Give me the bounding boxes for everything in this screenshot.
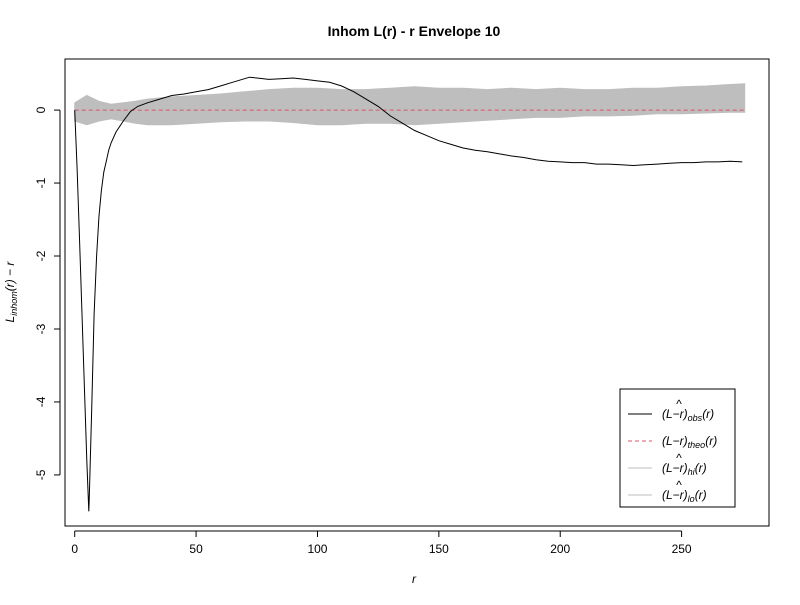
x-tick-label: 250 bbox=[672, 542, 692, 556]
x-tick-label: 100 bbox=[307, 542, 327, 556]
y-tick-label: -3 bbox=[34, 323, 48, 334]
legend-label-hi: (L−r)hi(r) bbox=[662, 461, 707, 477]
x-tick-label: 150 bbox=[429, 542, 449, 556]
legend-box bbox=[619, 388, 736, 508]
x-axis: 0 50 100 150 200 250 bbox=[71, 530, 692, 556]
chart-title: Inhom L(r) - r Envelope 10 bbox=[328, 23, 501, 39]
legend-label-lo: (L−r)lo(r) bbox=[662, 488, 707, 504]
x-tick-label: 0 bbox=[71, 542, 78, 556]
y-label-main: L bbox=[3, 316, 17, 323]
legend-label-obs: (L−r)obs(r) bbox=[662, 407, 714, 423]
legend-hat-hi: ^ bbox=[676, 451, 682, 465]
x-tick-label: 50 bbox=[189, 542, 203, 556]
plot-area bbox=[74, 76, 746, 512]
svg-text:Linhom(r) − r: Linhom(r) − r bbox=[3, 261, 19, 323]
legend-hat-lo: ^ bbox=[676, 478, 682, 492]
y-tick-label: -5 bbox=[34, 469, 48, 480]
y-tick-label: -2 bbox=[34, 250, 48, 261]
obs-series-line bbox=[74, 76, 743, 512]
y-tick-label: 0 bbox=[34, 106, 48, 113]
envelope-band bbox=[74, 83, 746, 126]
y-axis: 0 -1 -2 -3 -4 -5 bbox=[34, 106, 61, 480]
y-tick-label: -4 bbox=[34, 396, 48, 407]
plot-frame bbox=[64, 58, 770, 527]
y-label-tail: (r) − r bbox=[3, 261, 17, 292]
x-tick-label: 200 bbox=[550, 542, 570, 556]
y-label-sub: inhom bbox=[9, 291, 19, 316]
y-axis-label: Linhom(r) − r bbox=[3, 261, 19, 323]
legend-label-theo: (L−r)theo(r) bbox=[662, 434, 717, 450]
y-tick-label: -1 bbox=[34, 177, 48, 188]
legend: (L−r)obs(r)^(L−r)theo(r)(L−r)hi(r)^(L−r)… bbox=[619, 388, 736, 508]
legend-hat-obs: ^ bbox=[676, 397, 682, 411]
x-axis-label: r bbox=[412, 572, 417, 586]
